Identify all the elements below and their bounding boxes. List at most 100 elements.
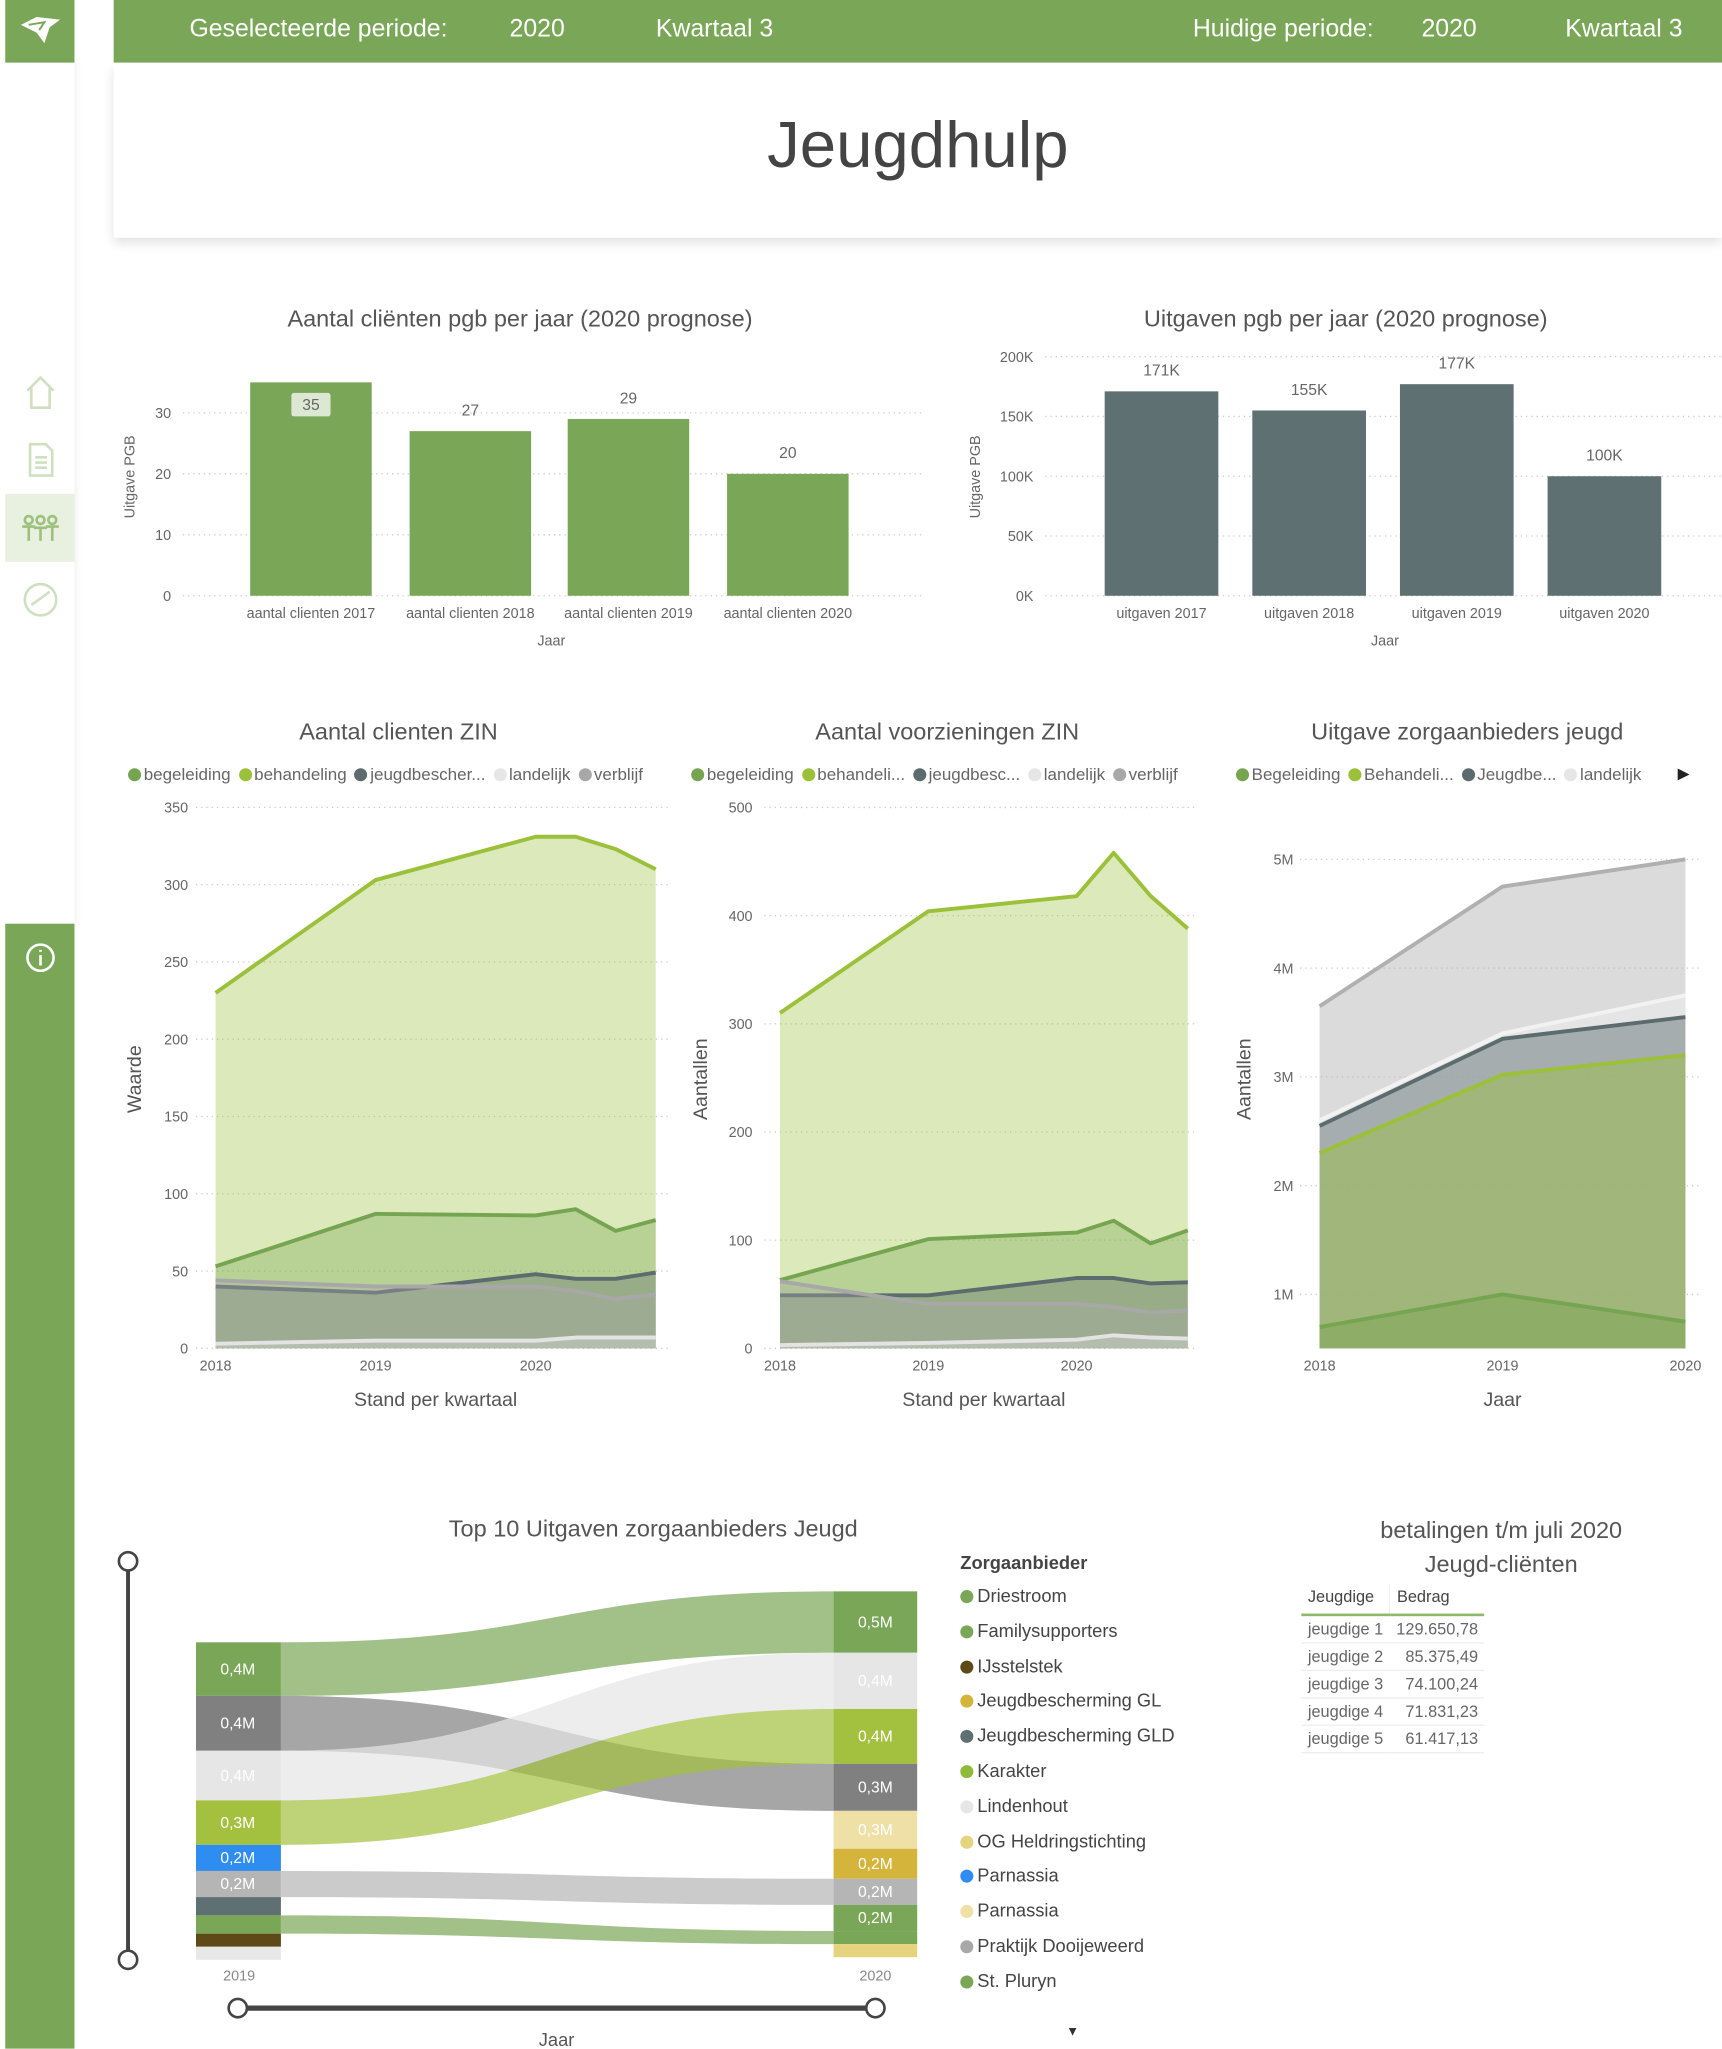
legend-label: Praktijk Dooijeweerd <box>977 1934 1145 1956</box>
sankey-node-label: 0,3M <box>858 1822 893 1839</box>
y-tick-label: 150K <box>1000 410 1034 426</box>
y-axis-label: Aantallen <box>1233 1038 1255 1120</box>
y-axis-label: Uitgave PGB <box>123 435 139 518</box>
sidebar-green-panel <box>5 923 75 2049</box>
legend-voorzieningen-zin[interactable]: begeleiding behandeli... jeugdbesc... lande… <box>683 764 1178 784</box>
legend-item[interactable]: IJsstelstek <box>960 1648 1174 1683</box>
y-tick-label: 0K <box>1016 589 1034 605</box>
info-button[interactable] <box>5 924 74 992</box>
sankey-node-label: 0,4M <box>220 1716 255 1733</box>
legend-label: jeugdbescher... <box>370 764 486 784</box>
legend-item[interactable]: Lindenhout <box>960 1788 1174 1823</box>
legend-label: landelijk <box>1043 764 1106 784</box>
legend-item[interactable]: verblijf <box>1105 764 1178 784</box>
selected-year[interactable]: 2020 <box>509 15 565 44</box>
sankey-node-left <box>195 1870 281 1898</box>
legend-item[interactable]: Praktijk Dooijeweerd <box>960 1928 1174 1963</box>
y-tick-label: 20 <box>155 467 171 483</box>
legend-label: jeugdbesc... <box>928 764 1021 784</box>
selected-quarter[interactable]: Kwartaal 3 <box>655 15 774 44</box>
y-axis-label: Uitgave PGB <box>968 435 984 518</box>
data-label: 155K <box>1291 382 1328 399</box>
table-row: jeugdige 4 71.831,23 <box>1301 1697 1485 1726</box>
bar <box>1252 410 1366 596</box>
legend-item[interactable]: OG Heldringstichting <box>960 1823 1174 1858</box>
sankey-flow <box>280 1870 834 1905</box>
legend-item[interactable]: St. Pluryn <box>960 1963 1174 1998</box>
table-row: jeugdige 5 61.417,13 <box>1301 1725 1485 1754</box>
legend-item[interactable]: Behandeli... <box>1340 764 1454 784</box>
selected-period-label: Geselecteerde periode: <box>189 15 448 44</box>
data-label: 171K <box>1143 363 1180 380</box>
legend-dot-icon <box>960 1940 974 1954</box>
x-tick-label: 2020 <box>1669 1359 1701 1375</box>
legend-item[interactable]: Jeugdbescherming GL <box>960 1683 1174 1718</box>
series-area-begeleiding <box>215 1209 656 1349</box>
year-slider-handle-start[interactable] <box>227 1997 249 2019</box>
legend-item[interactable]: verblijf <box>570 764 643 784</box>
legend-item[interactable]: Jeugdbescherming GLD <box>960 1718 1175 1753</box>
legend-item[interactable]: behandeli... <box>794 764 905 784</box>
legend-label: Behandeli... <box>1363 764 1454 784</box>
legend-uitgave-zorgaanbieders[interactable]: Begeleiding Behandeli... Jeugdbe... landeli… <box>1228 764 1641 784</box>
legend-item[interactable]: jeugdbescher... <box>347 764 486 784</box>
legend-item[interactable]: begeleiding <box>120 764 231 784</box>
y-tick-label: 100 <box>164 1187 188 1203</box>
legend-label: IJsstelstek <box>977 1654 1063 1676</box>
legend-label: Parnassia <box>977 1864 1059 1886</box>
legend-item[interactable]: behandeling <box>231 764 347 784</box>
legend-clienten-zin[interactable]: begeleiding behandeling jeugdbescher... lan… <box>120 764 643 784</box>
sankey-node-right <box>833 1848 918 1879</box>
chart-title: Aantal clienten ZIN <box>299 718 498 744</box>
sankey-node-left <box>195 1933 281 1947</box>
legend-item[interactable]: Driestroom <box>960 1578 1174 1613</box>
cell-jeugdige: jeugdige 3 <box>1301 1670 1390 1699</box>
legend-item[interactable]: landelijk <box>1020 764 1105 784</box>
logo[interactable] <box>5 0 75 63</box>
y-tick-label: 2M <box>1274 1179 1294 1195</box>
legend-item[interactable]: begeleiding <box>683 764 794 784</box>
legend-dot-icon <box>1461 768 1475 782</box>
year-slider-handle-end[interactable] <box>864 1997 886 2019</box>
legend-item[interactable]: jeugdbesc... <box>905 764 1020 784</box>
legend-item[interactable]: landelijk <box>485 764 570 784</box>
legend-scroll-down-icon[interactable]: ▼ <box>1066 2025 1080 2040</box>
legend-dot-icon <box>1235 768 1250 782</box>
sankey-node-label: 0,2M <box>858 1884 893 1901</box>
sankey-node-left <box>195 1844 281 1871</box>
legend-dot-icon <box>912 768 927 782</box>
legend-item[interactable]: landelijk <box>1557 764 1641 784</box>
nav-dashboard[interactable] <box>5 566 74 634</box>
legend-item[interactable]: Parnassia <box>960 1858 1174 1893</box>
nav-document[interactable] <box>5 426 74 494</box>
nav-jeugd[interactable] <box>5 493 75 562</box>
y-axis-label: Waarde <box>124 1045 146 1113</box>
column-header-bedrag[interactable]: Bedrag <box>1389 1583 1485 1617</box>
current-year: 2020 <box>1421 15 1477 44</box>
current-period-label: Huidige periode: <box>1192 15 1374 44</box>
legend-item[interactable]: Jeugdbe... <box>1454 764 1557 784</box>
sankey-axis-label-left: 2019 <box>223 1969 255 1985</box>
legend-next-arrow[interactable]: ▶ <box>1677 764 1690 783</box>
data-label: 35 <box>302 397 320 414</box>
x-category-label: uitgaven 2020 <box>1559 606 1649 622</box>
legend-item[interactable]: Parnassia <box>960 1893 1174 1928</box>
legend-item[interactable]: Familysupporters <box>960 1613 1174 1648</box>
y-tick-label: 4M <box>1274 961 1294 977</box>
current-quarter: Kwartaal 3 <box>1565 15 1683 44</box>
nav-home[interactable] <box>5 358 74 426</box>
legend-item[interactable]: Begeleiding <box>1228 764 1340 784</box>
legend-item[interactable]: Karakter <box>960 1753 1174 1788</box>
y-tick-label: 1M <box>1274 1288 1294 1304</box>
y-tick-label: 100K <box>1000 469 1034 485</box>
legend-dot-icon <box>960 1905 974 1919</box>
cell-jeugdige: jeugdige 1 <box>1301 1614 1390 1644</box>
legend-label: behandeli... <box>817 764 906 784</box>
legend-label: St. Pluryn <box>977 1969 1057 1991</box>
legend-dot-icon <box>960 1590 974 1604</box>
bar <box>1104 391 1219 596</box>
legend-label: begeleiding <box>143 764 231 784</box>
vertical-slider-handle-top[interactable] <box>117 1550 139 1572</box>
vertical-slider-handle-bottom[interactable] <box>117 1949 139 1971</box>
column-header-jeugdige[interactable]: Jeugdige <box>1301 1583 1390 1617</box>
